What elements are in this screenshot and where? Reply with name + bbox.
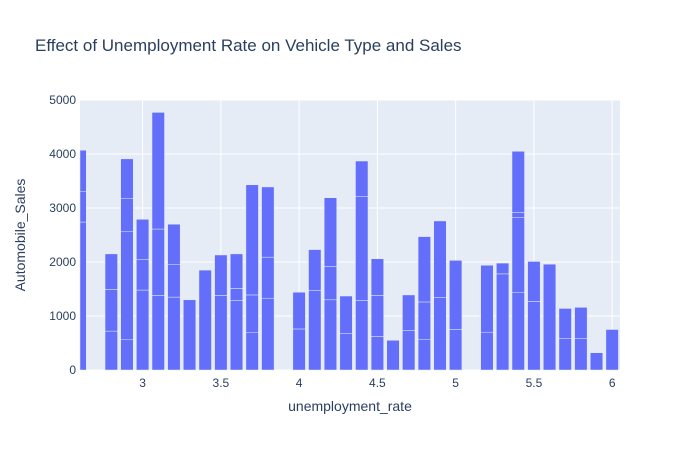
bar-segment bbox=[449, 329, 463, 371]
bar-segment bbox=[417, 236, 431, 303]
bar-segment bbox=[214, 295, 228, 371]
bar-segment bbox=[402, 294, 416, 331]
bar-segment bbox=[245, 184, 259, 296]
bar-segment bbox=[79, 191, 87, 223]
y-tick-label: 1000 bbox=[49, 309, 76, 323]
bar-segment bbox=[511, 291, 525, 371]
bar-segment bbox=[511, 212, 525, 218]
bar-segment bbox=[323, 197, 337, 267]
bar-segment bbox=[292, 328, 306, 371]
bar-segment bbox=[136, 259, 150, 291]
bar-segment bbox=[590, 352, 604, 371]
y-tick-label: 5000 bbox=[49, 93, 76, 107]
bar-segment bbox=[151, 112, 165, 230]
x-axis-title: unemployment_rate bbox=[288, 398, 412, 414]
bar-segment bbox=[355, 160, 369, 197]
bar-segment bbox=[245, 294, 259, 333]
bar-segment bbox=[370, 295, 384, 337]
x-tick-label: 6 bbox=[609, 376, 616, 390]
bar-segment bbox=[558, 338, 572, 371]
bar-segment bbox=[323, 299, 337, 371]
bar-segment bbox=[120, 198, 134, 233]
bar-segment bbox=[480, 331, 494, 371]
bar-segment bbox=[214, 254, 228, 296]
bar-segment bbox=[79, 221, 87, 371]
bar-segment bbox=[433, 297, 447, 371]
bar-segment bbox=[167, 264, 181, 298]
x-tick-label: 3.5 bbox=[213, 376, 230, 390]
bar-segment bbox=[339, 333, 353, 371]
bar-segment bbox=[167, 223, 181, 265]
bars bbox=[79, 112, 619, 371]
y-axis-title: Automobile_Sales bbox=[12, 179, 28, 292]
bar-segment bbox=[151, 228, 165, 296]
y-tick-label: 0 bbox=[69, 363, 76, 377]
bar-segment bbox=[120, 158, 134, 199]
bar-segment bbox=[417, 301, 431, 340]
bar-segment bbox=[574, 307, 588, 339]
bar-segment bbox=[104, 253, 118, 290]
y-tick-label: 2000 bbox=[49, 255, 76, 269]
y-tick-label: 3000 bbox=[49, 201, 76, 215]
bar-segment bbox=[183, 299, 197, 371]
bar-segment bbox=[136, 289, 150, 371]
bar-segment bbox=[79, 149, 87, 192]
x-tick-label: 5.5 bbox=[526, 376, 543, 390]
x-tick-label: 5 bbox=[452, 376, 459, 390]
bar-segment bbox=[496, 273, 510, 371]
bar-segment bbox=[198, 269, 212, 371]
y-tick-label: 4000 bbox=[49, 147, 76, 161]
bar-segment bbox=[230, 300, 244, 371]
bar-segment bbox=[261, 186, 275, 258]
chart-title: Effect of Unemployment Rate on Vehicle T… bbox=[35, 36, 462, 55]
bar-segment bbox=[449, 260, 463, 330]
bar-segment bbox=[417, 338, 431, 371]
bar-segment bbox=[323, 266, 337, 301]
bar-segment bbox=[230, 253, 244, 289]
bar-segment bbox=[511, 217, 525, 293]
bar-segment bbox=[120, 339, 134, 371]
bar-segment bbox=[120, 231, 134, 341]
bar-segment bbox=[402, 330, 416, 371]
bar-segment bbox=[339, 295, 353, 334]
x-tick-label: 4 bbox=[296, 376, 303, 390]
bar-segment bbox=[104, 289, 118, 332]
bar-segment bbox=[558, 308, 572, 339]
bar-segment bbox=[104, 330, 118, 371]
bar-segment bbox=[433, 220, 447, 298]
bar-segment bbox=[370, 258, 384, 296]
bar-segment bbox=[511, 151, 525, 213]
bar-segment bbox=[605, 329, 619, 371]
bar-segment bbox=[167, 296, 181, 371]
bar-segment bbox=[245, 332, 259, 371]
bar-segment bbox=[230, 288, 244, 301]
bar-segment bbox=[574, 338, 588, 371]
bar-segment bbox=[527, 261, 541, 302]
x-tick-label: 4.5 bbox=[369, 376, 386, 390]
bar-segment bbox=[261, 297, 275, 371]
bar-segment bbox=[308, 249, 322, 291]
bar-segment bbox=[355, 196, 369, 301]
bar-segment bbox=[355, 300, 369, 371]
bar-segment bbox=[527, 301, 541, 371]
x-tick-label: 3 bbox=[139, 376, 146, 390]
bar-segment bbox=[480, 264, 494, 333]
x-axis-ticks: 3 3.5 4 4.5 5 5.5 6 bbox=[139, 376, 616, 390]
bar-segment bbox=[151, 295, 165, 371]
bar-segment bbox=[136, 219, 150, 260]
bar-segment bbox=[261, 256, 275, 299]
bar-segment bbox=[496, 262, 510, 275]
bar-segment bbox=[386, 340, 400, 371]
bar-segment bbox=[292, 291, 306, 330]
bar-segment bbox=[308, 290, 322, 371]
bar-segment bbox=[370, 336, 384, 371]
y-axis-ticks: 0 1000 2000 3000 4000 5000 bbox=[49, 93, 76, 377]
bar-segment bbox=[543, 263, 557, 371]
